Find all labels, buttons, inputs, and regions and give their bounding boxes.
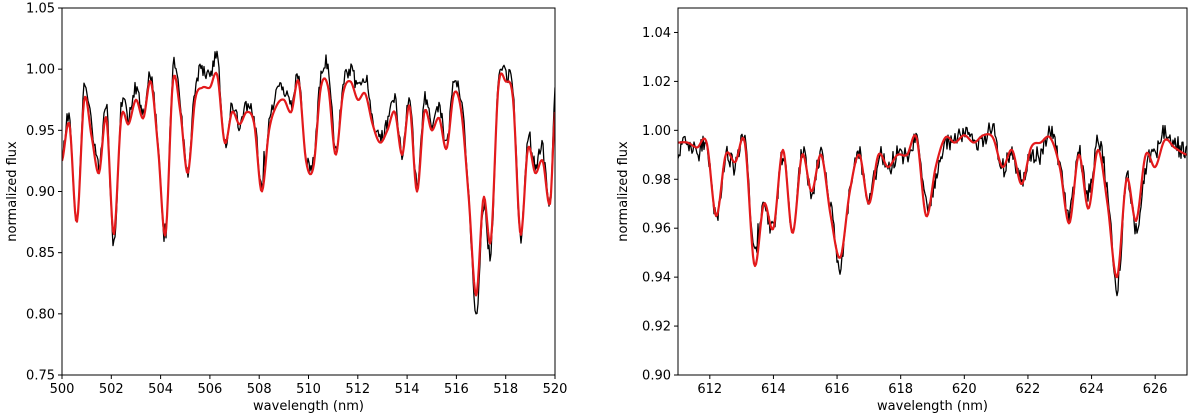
y-tick-label: 0.94 xyxy=(642,271,671,286)
x-tick-label: 616 xyxy=(825,382,850,397)
plot-area xyxy=(62,50,555,315)
x-tick-label: 502 xyxy=(99,382,124,397)
x-tick-label: 500 xyxy=(50,382,75,397)
x-tick-label: 614 xyxy=(761,382,786,397)
x-tick-label: 626 xyxy=(1143,382,1168,397)
y-tick-label: 1.02 xyxy=(642,75,671,90)
x-axis-label: wavelength (nm) xyxy=(253,399,364,414)
x-tick-label: 506 xyxy=(197,382,222,397)
y-tick-label: 0.96 xyxy=(642,222,671,237)
observed-spectrum-line xyxy=(678,122,1187,297)
left-spectrum-panel: 500 502 504 506 508 510 512 514 516 518 520 0.75 0.8… xyxy=(5,2,568,415)
plot-area xyxy=(678,122,1187,297)
y-axis-label: normalized flux xyxy=(616,141,631,242)
x-tick-label: 514 xyxy=(395,382,420,397)
x-tick-label: 516 xyxy=(444,382,469,397)
model-spectrum-line xyxy=(62,71,555,297)
y-tick-label: 1.04 xyxy=(642,26,671,41)
x-tick-label: 618 xyxy=(888,382,913,397)
y-tick-label: 0.85 xyxy=(26,246,55,261)
y-tick-label: 0.95 xyxy=(26,124,55,139)
plot-frame xyxy=(61,7,556,376)
observed-spectrum-line xyxy=(62,50,555,315)
right-spectrum-chart: 612 614 616 618 620 622 624 626 0.90 0.92 0.94 0.96… xyxy=(616,7,1188,414)
x-tick-label: 518 xyxy=(493,382,518,397)
y-tick-label: 0.75 xyxy=(26,369,55,384)
left-spectrum-chart: 500 502 504 506 508 510 512 514 516 518 520 0.75 0.8… xyxy=(5,2,568,415)
y-axis-label: normalized flux xyxy=(5,141,20,242)
x-tick-label: 622 xyxy=(1016,382,1041,397)
x-tick-label: 624 xyxy=(1079,382,1104,397)
plot-frame xyxy=(677,7,1188,376)
model-spectrum-line xyxy=(678,133,1187,279)
x-tick-label: 612 xyxy=(697,382,722,397)
y-tick-label: 0.90 xyxy=(26,185,55,200)
right-spectrum-panel: 612 614 616 618 620 622 624 626 0.90 0.92 0.94 0.96… xyxy=(600,0,1200,419)
x-tick-label: 520 xyxy=(543,382,568,397)
x-axis-label: wavelength (nm) xyxy=(877,399,988,414)
x-tick-label: 508 xyxy=(247,382,272,397)
x-tick-label: 510 xyxy=(296,382,321,397)
x-tick-label: 620 xyxy=(952,382,977,397)
y-tick-label: 1.00 xyxy=(642,124,671,139)
y-tick-label: 1.00 xyxy=(26,63,55,78)
x-tick-label: 512 xyxy=(345,382,370,397)
y-tick-label: 0.98 xyxy=(642,173,671,188)
y-tick-label: 0.80 xyxy=(26,307,55,322)
y-tick-label: 0.90 xyxy=(642,369,671,384)
x-tick-label: 504 xyxy=(148,382,173,397)
y-tick-label: 1.05 xyxy=(26,2,55,17)
y-tick-label: 0.92 xyxy=(642,320,671,335)
